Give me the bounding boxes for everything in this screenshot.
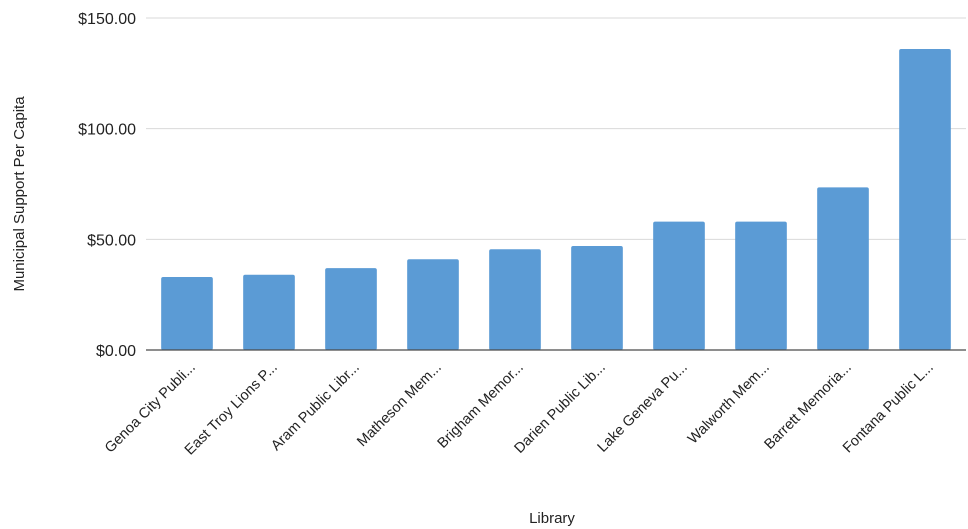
x-tick-label: Barrett Memoria... <box>761 360 854 453</box>
x-tick-label: Fontana Public L... <box>840 360 937 457</box>
y-tick-label: $50.00 <box>87 232 136 249</box>
bar <box>161 276 213 350</box>
x-tick-label: Genoa City Publi... <box>102 360 199 457</box>
x-tick-label: Walworth Mem... <box>685 360 773 448</box>
bar <box>243 274 295 350</box>
y-tick-label: $150.00 <box>78 11 136 28</box>
bar <box>407 259 459 350</box>
y-tick-labels: $0.00 $50.00 $100.00 $150.00 <box>78 11 136 360</box>
x-tick-label: Lake Geneva Pu... <box>595 360 691 456</box>
bar <box>489 249 541 350</box>
bar <box>735 221 787 350</box>
bar <box>571 245 623 350</box>
x-tick-label: Matheson Mem... <box>354 360 445 451</box>
x-axis-title: Library <box>529 510 575 527</box>
bars <box>161 48 951 351</box>
bar <box>325 268 377 350</box>
x-tick-labels: Genoa City Publi...East Troy Lions P...A… <box>102 360 937 459</box>
x-tick-label: Aram Public Libr... <box>268 360 363 455</box>
y-tick-label: $0.00 <box>96 343 136 360</box>
x-tick-label: Darien Public Lib... <box>511 360 608 457</box>
x-tick-label: Brigham Memor... <box>435 360 527 452</box>
x-tick-label: East Troy Lions P... <box>182 360 281 459</box>
bar <box>899 48 951 351</box>
y-axis-title: Municipal Support Per Capita <box>11 96 28 292</box>
y-tick-label: $100.00 <box>78 122 136 139</box>
bar <box>653 221 705 350</box>
bar <box>817 187 869 350</box>
